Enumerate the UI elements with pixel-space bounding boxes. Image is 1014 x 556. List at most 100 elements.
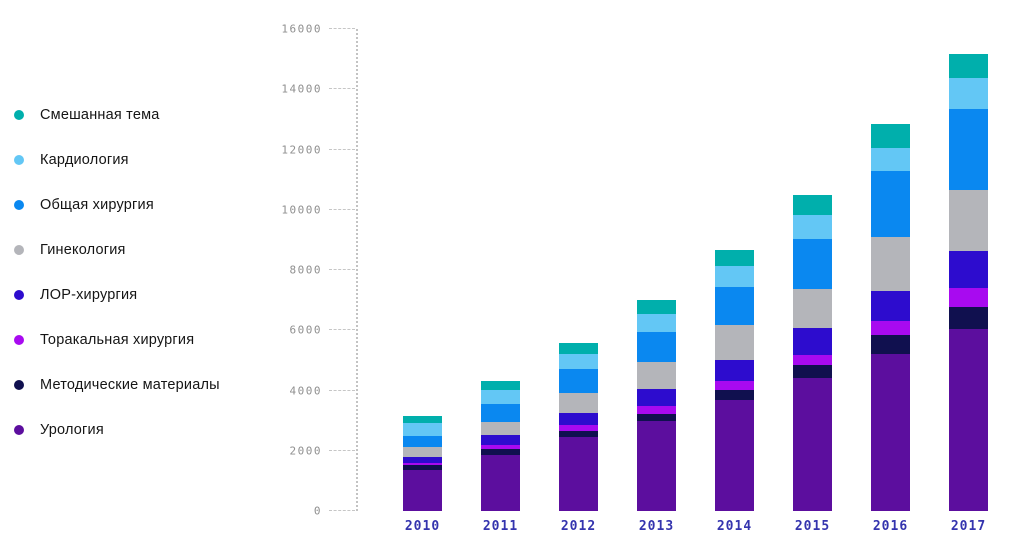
y-tick-leader [329, 148, 355, 150]
bar-stack-2017 [949, 54, 988, 511]
bar-segment [793, 239, 832, 289]
y-tick-label: 16000 [281, 22, 322, 36]
bar-segment [949, 328, 988, 511]
bar-segment [403, 447, 442, 457]
y-tick-leader [329, 389, 355, 391]
bar-segment [637, 389, 676, 406]
bar-segment [637, 362, 676, 390]
y-tick-leader [329, 449, 355, 451]
bar-segment [793, 354, 832, 365]
bar-segment [481, 445, 520, 450]
x-axis-label: 2012 [560, 519, 597, 534]
bar-stack-2010 [403, 416, 442, 511]
bar-segment [559, 437, 598, 511]
bar-segment [403, 470, 442, 511]
bar-segment [559, 342, 598, 355]
bar-stack-2012 [559, 342, 598, 511]
y-tick-label: 12000 [281, 143, 322, 156]
legend-item: Гинекология [14, 227, 220, 272]
bar-segment [793, 378, 832, 511]
bar-segment [715, 399, 754, 511]
legend-item: ЛОР-хирургия [14, 272, 220, 317]
y-tick-label: 6000 [289, 323, 322, 337]
bar-segment [871, 354, 910, 511]
bar-segment [481, 404, 520, 423]
bar-segment [793, 364, 832, 379]
bar-segment [949, 288, 988, 308]
y-tick-label: 0 [313, 504, 322, 518]
bar-segment [481, 380, 520, 390]
bar-segment [949, 108, 988, 190]
legend-dot-icon [14, 289, 24, 300]
bar-segment [871, 321, 910, 335]
bar-segment [949, 251, 988, 289]
bar-segment [871, 123, 910, 149]
bar-segment [403, 463, 442, 466]
legend-dot-icon [14, 334, 24, 345]
x-axis-label: 2014 [716, 519, 753, 534]
bar-segment [871, 236, 910, 292]
legend-dot-icon [14, 379, 24, 390]
legend-item-label: ЛОР-хирургия [40, 286, 138, 303]
y-tick-label: 4000 [289, 384, 322, 397]
bar-segment [403, 456, 442, 464]
legend-item-label: Гинекология [40, 241, 126, 258]
legend-dot-icon [14, 424, 24, 435]
legend-dot-icon [14, 154, 24, 165]
legend-item-label: Кардиология [40, 151, 129, 168]
bar-segment [871, 334, 910, 355]
bar-segment [403, 416, 442, 423]
bar-stack-2015 [793, 195, 832, 511]
bar-segment [481, 435, 520, 446]
legend-item: Кардиология [14, 137, 220, 182]
legend-item: Смешанная тема [14, 92, 220, 137]
y-tick-label: 10000 [281, 203, 322, 217]
bar-stack-2016 [871, 123, 910, 511]
y-tick-leader [329, 208, 355, 210]
bar-segment [559, 369, 598, 394]
bar-segment [871, 291, 910, 322]
bar-segment [559, 412, 598, 426]
bar-segment [559, 431, 598, 438]
bar-segment [793, 327, 832, 355]
bar-segment [559, 393, 598, 413]
bar-segment [871, 170, 910, 237]
bar-segment [637, 332, 676, 363]
bar-stack-2013 [637, 300, 676, 511]
legend-item: Торакальная хирургия [14, 317, 220, 362]
y-tick-leader [329, 88, 355, 90]
bar-segment [715, 266, 754, 288]
bar-segment [403, 436, 442, 448]
x-axis-label: 2017 [950, 519, 987, 534]
bar-segment [715, 359, 754, 381]
bar-segment [481, 389, 520, 405]
x-axis-label: 2015 [794, 519, 831, 534]
bar-segment [637, 420, 676, 511]
bar-segment [559, 354, 598, 370]
bar-segment [637, 314, 676, 333]
bar-segment [715, 249, 754, 267]
y-axis-line [356, 29, 358, 511]
bar-segment [403, 422, 442, 437]
legend-item-label: Методические материалы [40, 376, 220, 393]
y-tick-leader [329, 329, 355, 331]
legend-item: Урология [14, 407, 220, 452]
y-tick-leader [329, 28, 355, 29]
legend-item-label: Смешанная тема [40, 106, 160, 123]
bar-segment [715, 389, 754, 400]
x-axis-label: 2013 [638, 519, 675, 534]
legend-dot-icon [14, 244, 24, 255]
bar-segment [949, 54, 988, 79]
bar-segment [715, 324, 754, 360]
legend-item: Методические материалы [14, 362, 220, 407]
x-axis-label: 2011 [482, 519, 519, 534]
bar-segment [481, 422, 520, 436]
bar-segment [949, 189, 988, 252]
y-tick-leader [329, 510, 355, 511]
bar-segment [949, 78, 988, 109]
x-axis-label: 2016 [872, 519, 909, 534]
bar-segment [715, 380, 754, 390]
legend-dot-icon [14, 109, 24, 120]
y-tick-label: 2000 [289, 444, 322, 458]
